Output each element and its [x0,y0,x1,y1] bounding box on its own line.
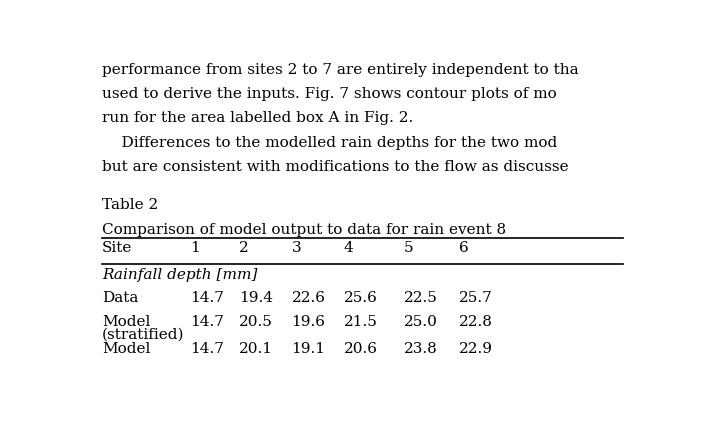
Text: 14.7: 14.7 [190,342,224,356]
Text: 2: 2 [239,241,249,255]
Text: 21.5: 21.5 [343,315,377,329]
Text: Table 2: Table 2 [102,198,159,212]
Text: run for the area labelled box A in Fig. 2.: run for the area labelled box A in Fig. … [102,111,413,125]
Text: 22.5: 22.5 [404,291,438,305]
Text: 3: 3 [292,241,301,255]
Text: 6: 6 [459,241,469,255]
Text: 20.6: 20.6 [343,342,377,356]
Text: 20.5: 20.5 [239,315,273,329]
Text: 19.1: 19.1 [292,342,326,356]
Text: (stratified): (stratified) [102,328,185,342]
Text: 25.7: 25.7 [459,291,493,305]
Text: Model: Model [102,342,151,356]
Text: used to derive the inputs. Fig. 7 shows contour plots of mo: used to derive the inputs. Fig. 7 shows … [102,87,557,101]
Text: Model: Model [102,315,151,329]
Text: 19.6: 19.6 [292,315,326,329]
Text: performance from sites 2 to 7 are entirely independent to tha: performance from sites 2 to 7 are entire… [102,63,579,77]
Text: 25.0: 25.0 [404,315,438,329]
Text: 1: 1 [190,241,200,255]
Text: 22.9: 22.9 [459,342,493,356]
Text: 14.7: 14.7 [190,315,224,329]
Text: 5: 5 [404,241,413,255]
Text: 4: 4 [343,241,353,255]
Text: Site: Site [102,241,132,255]
Text: 20.1: 20.1 [239,342,273,356]
Text: 22.8: 22.8 [459,315,493,329]
Text: Differences to the modelled rain depths for the two mod: Differences to the modelled rain depths … [102,135,557,149]
Text: Rainfall depth [mm]: Rainfall depth [mm] [102,268,258,282]
Text: Data: Data [102,291,139,305]
Text: 23.8: 23.8 [404,342,438,356]
Text: Comparison of model output to data for rain event 8: Comparison of model output to data for r… [102,223,506,237]
Text: but are consistent with modifications to the flow as discusse: but are consistent with modifications to… [102,160,569,174]
Text: 19.4: 19.4 [239,291,273,305]
Text: 25.6: 25.6 [343,291,377,305]
Text: 14.7: 14.7 [190,291,224,305]
Text: 22.6: 22.6 [292,291,326,305]
